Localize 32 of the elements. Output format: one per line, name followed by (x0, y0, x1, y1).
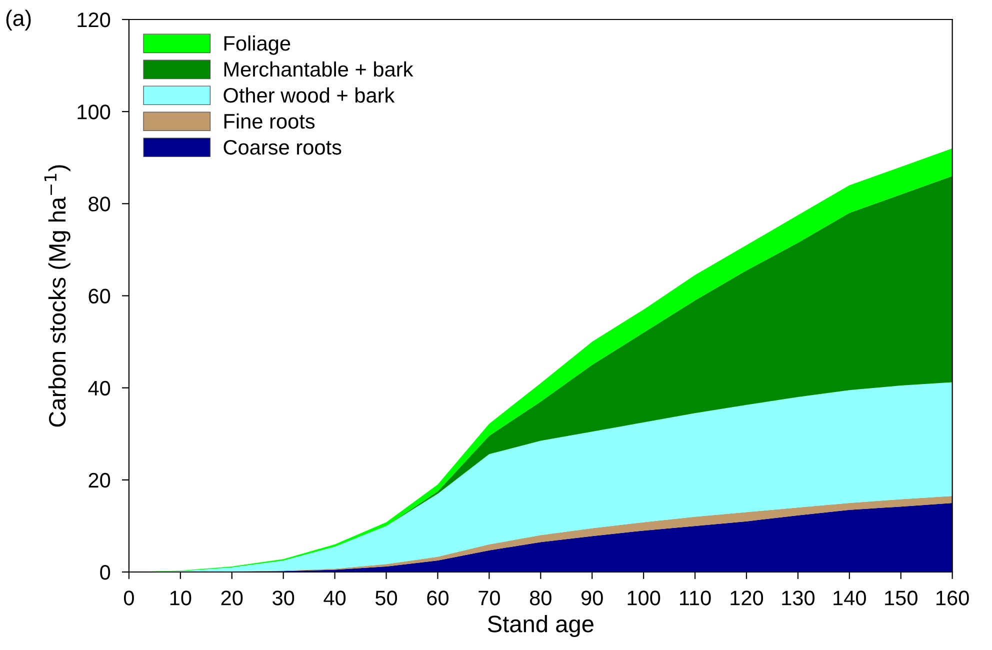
x-tick-label: 110 (680, 590, 711, 606)
x-tick-label: 60 (427, 590, 448, 606)
x-tick-label: 120 (730, 590, 764, 606)
x-tick-label: 160 (936, 590, 969, 606)
x-tick-label: 20 (221, 590, 243, 606)
y-tick-label: 120 (78, 12, 110, 28)
x-tick-label: 40 (324, 590, 346, 606)
x-tick-label: 100 (628, 590, 660, 606)
x-axis-title: Stand age (488, 615, 594, 638)
y-tick-label: 60 (88, 288, 110, 304)
y-tick-label: 80 (88, 196, 110, 212)
x-tick-label: 80 (530, 590, 552, 606)
legend-label: Coarse roots (224, 140, 342, 155)
x-tick-label: 90 (581, 590, 603, 606)
legend-label: Fine roots (224, 113, 315, 129)
x-tick-label: 50 (376, 590, 398, 606)
y-tick-label: 20 (88, 472, 110, 488)
x-tick-label: 130 (782, 590, 815, 606)
y-tick-label: 40 (88, 380, 110, 396)
x-tick-label: 10 (170, 590, 192, 606)
legend-label: Foliage (224, 35, 290, 55)
x-tick-label: 140 (834, 590, 866, 606)
legend-label: Merchantable + bark (224, 61, 414, 77)
x-tick-label: 150 (885, 590, 918, 606)
y-tick-label: 0 (100, 565, 110, 580)
x-tick-label: 30 (272, 590, 294, 606)
y-tick-label: 100 (78, 104, 110, 120)
x-tick-label: 70 (478, 590, 500, 606)
y-axis-title: Carbon stocks (Mg ha$^{−1}$) (44, 165, 70, 427)
legend-label: Other wood + bark (224, 87, 395, 103)
text: (a) (6, 10, 31, 30)
x-tick-label: 0 (124, 590, 134, 606)
